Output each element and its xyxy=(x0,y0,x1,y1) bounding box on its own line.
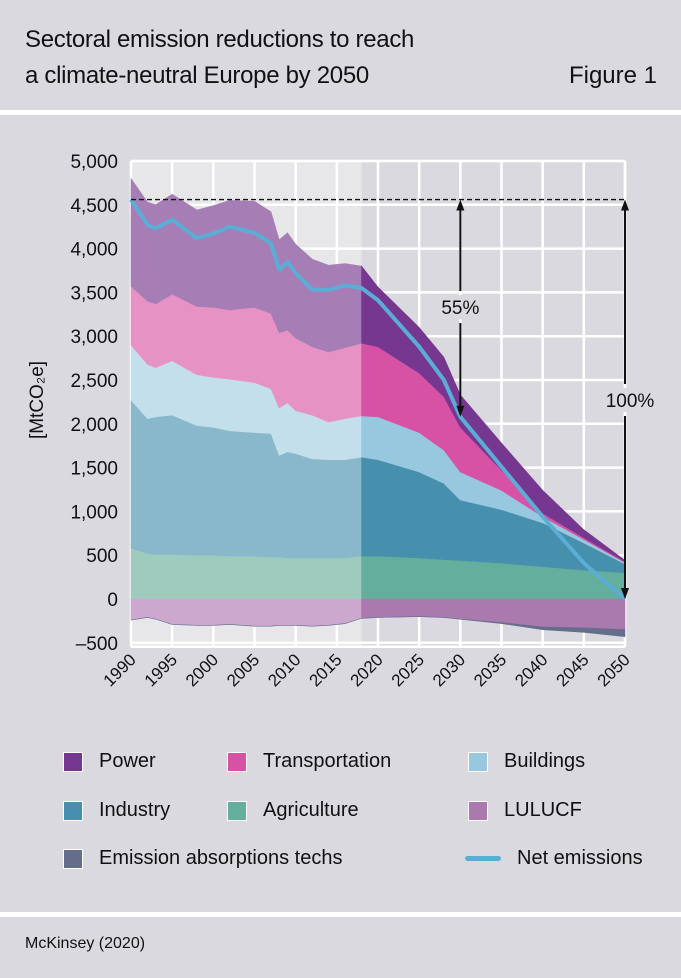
y-tick-label: 500 xyxy=(86,546,118,567)
arrow-head-up-icon xyxy=(456,199,465,211)
y-tick-label: 4,500 xyxy=(70,196,118,217)
legend-item: Power xyxy=(63,750,156,773)
y-tick-label: 5,000 xyxy=(70,152,118,173)
x-tick-label: 2015 xyxy=(305,650,345,690)
annotation-label: 100% xyxy=(606,391,655,412)
chart-title: Sectoral emission reductions to reach a … xyxy=(25,22,414,94)
arrow-head-up-icon xyxy=(621,199,629,211)
legend-swatch xyxy=(227,800,247,821)
x-tick-label: 2050 xyxy=(594,650,634,690)
annotation-label-bg xyxy=(595,388,655,412)
legend-item: Emission absorptions techs xyxy=(63,847,342,870)
x-tick-label: 1995 xyxy=(141,650,181,690)
figure-label: Figure 1 xyxy=(568,62,657,89)
y-tick-label: 2,000 xyxy=(70,415,118,436)
x-tick-label: 2045 xyxy=(552,650,592,690)
footer-divider xyxy=(0,912,681,917)
x-tick-label: 2030 xyxy=(429,650,469,690)
y-tick-label: –500 xyxy=(76,634,118,655)
x-tick-label: 2010 xyxy=(264,650,304,690)
emission-absorptions-techs-projected-area xyxy=(361,616,626,638)
annotation-label: 55% xyxy=(441,298,479,319)
x-tick-label: 1990 xyxy=(100,650,140,690)
x-tick-label: 2000 xyxy=(182,650,222,690)
legend-swatch xyxy=(227,751,247,772)
legend-swatch xyxy=(63,751,83,772)
legend-item: Buildings xyxy=(468,750,585,773)
x-tick-label: 2040 xyxy=(511,650,551,690)
source-note: McKinsey (2020) xyxy=(25,935,146,952)
legend-label: Net emissions xyxy=(517,847,643,869)
legend-item: Net emissions xyxy=(465,847,643,870)
legend-label: Buildings xyxy=(504,750,586,772)
x-tick-label: 2020 xyxy=(347,650,387,690)
y-tick-label: 2,500 xyxy=(70,371,118,392)
header-divider xyxy=(0,110,681,115)
legend-item: LULUCF xyxy=(468,799,582,822)
legend-item: Agriculture xyxy=(227,799,359,822)
y-axis-label: [MtCO₂e] xyxy=(27,361,48,439)
x-tick-label: 2025 xyxy=(388,650,428,690)
annotation-label-bg xyxy=(438,295,483,319)
legend-swatch xyxy=(63,800,83,821)
net-emissions-line xyxy=(129,198,627,601)
legend-label: Industry xyxy=(99,799,171,821)
legend-swatch xyxy=(63,848,83,869)
y-tick-label: 1,500 xyxy=(70,459,118,480)
arrow-head-down-icon xyxy=(456,405,465,417)
y-tick-label: 4,000 xyxy=(70,240,118,261)
legend-line-swatch xyxy=(465,856,501,861)
legend-label: Agriculture xyxy=(263,799,359,821)
title-line-2: a climate-neutral Europe by 2050 xyxy=(25,62,369,89)
legend-swatch xyxy=(468,751,488,772)
legend-label: LULUCF xyxy=(504,799,582,821)
legend-label: Emission absorptions techs xyxy=(99,847,343,869)
emission-absorptions-techs-historical-area xyxy=(130,617,362,627)
y-tick-label: 0 xyxy=(107,590,118,611)
x-tick-label: 2005 xyxy=(223,650,263,690)
legend-item: Transportation xyxy=(227,750,391,773)
x-tick-label: 2035 xyxy=(470,650,510,690)
legend-item: Industry xyxy=(63,799,170,822)
title-line-1: Sectoral emission reductions to reach xyxy=(25,26,415,53)
y-tick-label: 1,000 xyxy=(70,502,118,523)
legend-label: Transportation xyxy=(263,750,392,772)
y-tick-label: 3,500 xyxy=(70,283,118,304)
legend-label: Power xyxy=(99,750,156,772)
y-tick-label: 3,000 xyxy=(70,327,118,348)
legend-swatch xyxy=(468,800,488,821)
arrow-head-down-icon xyxy=(621,588,629,599)
emissions-chart: 5,000 4,500 4,000 3,500 3,000 2,500 2,000 1,500… xyxy=(27,152,655,690)
